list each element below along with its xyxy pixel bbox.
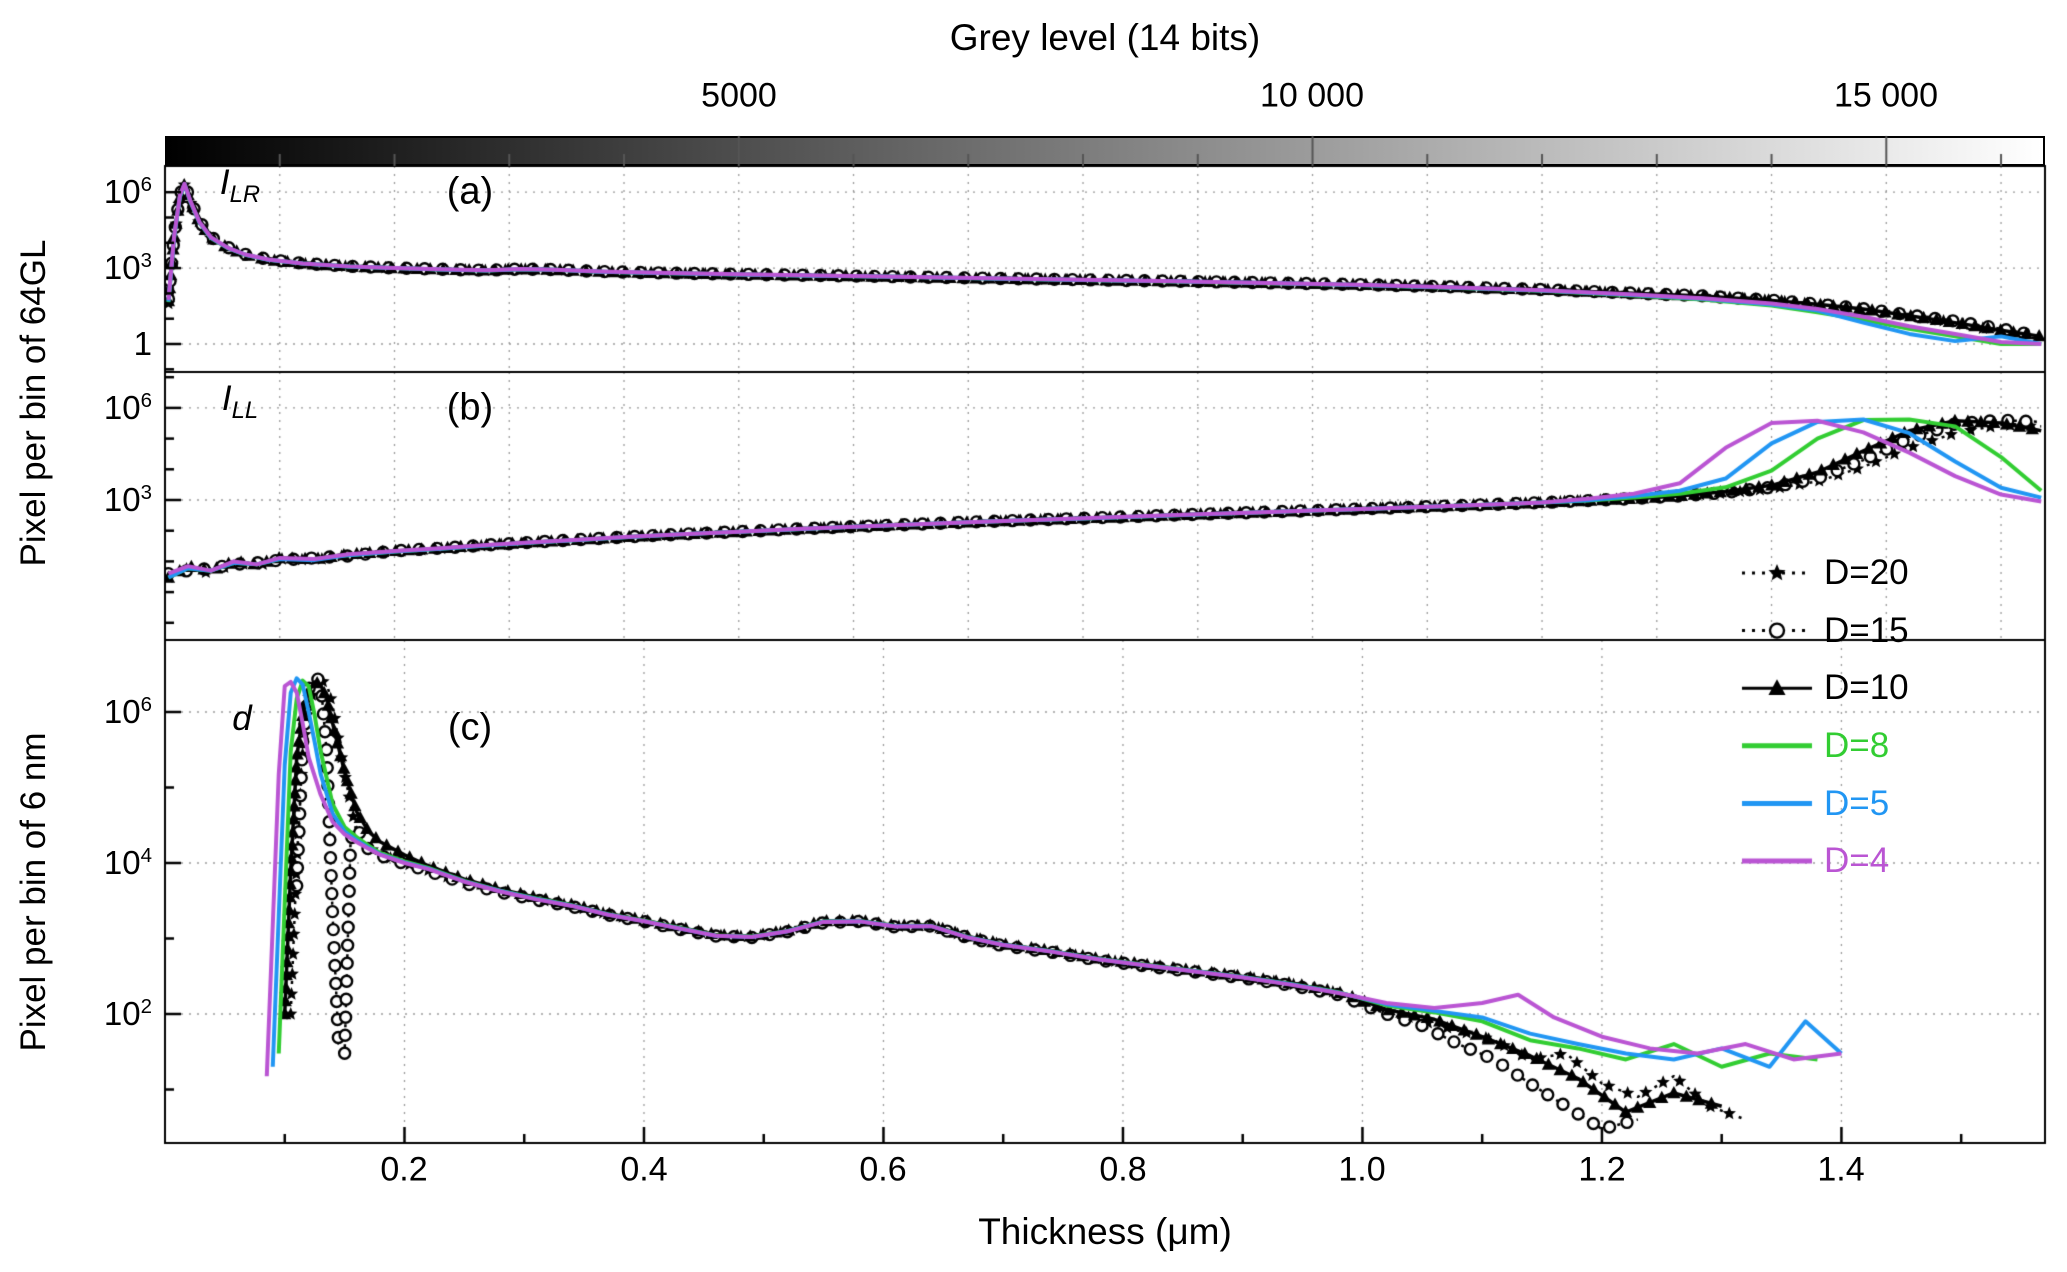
top-axis-title: Grey level (14 bits) [949,17,1261,58]
panel-a-ytick-1e6: 106 [103,173,152,210]
legend-label-d15: D=15 [1824,611,1909,650]
top-axis-tick-5000: 5000 [701,76,777,115]
bottom-axis-title: Thickness (μm) [978,1211,1232,1252]
panel-c-ytick-1e2: 102 [103,995,152,1032]
legend-label-d5: D=5 [1824,784,1890,823]
panel-b-ytick-1e6: 106 [103,389,152,426]
bottom-axis-tick-0-6: 0.6 [859,1150,907,1189]
panel-b-tag: (b) [446,386,494,429]
panel-a-ytick-1: 1 [133,325,152,362]
panel-c-ytick-1e6: 106 [103,693,152,730]
panel-c-tag: (c) [447,706,493,749]
legend-label-d20: D=20 [1824,553,1909,592]
bottom-axis-tick-0-2: 0.2 [380,1150,428,1189]
legend-label-d8: D=8 [1824,726,1890,765]
legend-label-d4: D=4 [1824,841,1890,880]
panel-c-quantity-label: d [232,699,252,738]
bottom-axis-tick-1-4: 1.4 [1817,1150,1865,1189]
panel-b-ytick-1e3: 103 [103,481,152,518]
panel-a-quantity-label: ILR [219,163,261,208]
top-axis-tick-15000: 15 000 [1834,76,1938,115]
bottom-axis-tick-0-4: 0.4 [620,1150,668,1189]
panel-c-ytick-1e4: 104 [103,844,152,881]
panel-a-tag: (a) [446,170,494,213]
bottom-axis-tick-1-2: 1.2 [1578,1150,1626,1189]
legend-label-d10: D=10 [1824,668,1909,707]
bottom-axis-tick-1-0: 1.0 [1338,1150,1386,1189]
top-axis-tick-10000: 10 000 [1260,76,1364,115]
bottom-axis-tick-0-8: 0.8 [1099,1150,1147,1189]
panel-a-ytick-1e3: 103 [103,249,152,286]
panel-b-quantity-label: ILL [221,379,259,424]
